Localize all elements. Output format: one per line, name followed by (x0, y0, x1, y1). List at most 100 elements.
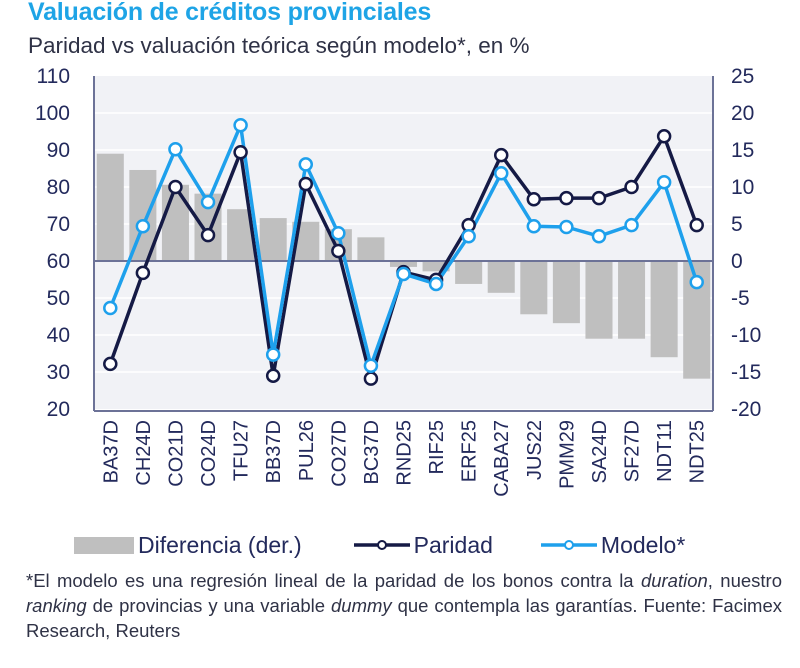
category-label: CO21D (165, 420, 187, 487)
left-tick-label: 70 (47, 213, 70, 236)
category-label: PUL26 (296, 420, 318, 481)
legend-label-modelo: Modelo* (600, 531, 686, 558)
legend-label-diferencia: Diferencia (der.) (138, 531, 302, 558)
modelo-point (298, 157, 314, 172)
modelo-point (103, 300, 118, 316)
diferencia-bar (259, 218, 287, 261)
category-label: TFU27 (231, 420, 253, 481)
category-label: RIF25 (426, 420, 448, 474)
chart-subtitle: Paridad vs valuación teórica según model… (28, 33, 530, 58)
diferencia-bar (422, 261, 450, 272)
category-label: NDT25 (687, 420, 709, 483)
diferencia-bar (650, 261, 678, 358)
category-label: PMM29 (556, 420, 578, 489)
category-label: CO27D (328, 420, 350, 487)
legend-swatch-paridad (353, 540, 410, 550)
right-tick-label: 15 (731, 139, 754, 162)
modelo-point (363, 358, 379, 373)
right-tick-label: 25 (731, 65, 754, 88)
category-label: RND25 (394, 420, 416, 486)
left-tick-label: 20 (47, 398, 70, 421)
axes (93, 76, 714, 412)
category-label: NDT11 (654, 420, 676, 482)
paridad-point (103, 356, 118, 372)
left-tick-label: 80 (47, 176, 70, 199)
category-label: SA24D (589, 420, 611, 483)
paridad-point (298, 176, 314, 192)
modelo-point (526, 218, 542, 234)
left-tick-label: 60 (47, 250, 70, 273)
category-label: BC37D (361, 420, 383, 484)
paridad-point (656, 129, 672, 144)
modelo-point (656, 174, 672, 190)
paridad-point (689, 217, 704, 233)
paridad-point (363, 371, 379, 386)
left-tick-label: 100 (35, 102, 70, 125)
footnote-em-dummy: dummy (331, 595, 392, 616)
legend-item-diferencia: Diferencia (der.) (74, 532, 302, 559)
modelo-point (689, 274, 704, 290)
right-tick-label: 0 (731, 250, 743, 273)
category-label: CH24D (133, 420, 155, 486)
modelo-point (135, 218, 151, 234)
points (103, 117, 704, 386)
diferencia-bar (552, 261, 580, 324)
right-tick-label: 5 (731, 213, 743, 236)
category-label: JUS22 (524, 420, 546, 480)
category-labels: BA37D CH24D CO21D CO24D TFU27 BB37D PUL26 CO27D… (100, 420, 708, 497)
paridad-point (526, 191, 542, 207)
category-label: CABA27 (491, 420, 513, 497)
modelo-point (624, 217, 639, 233)
footnote-text-1: *El modelo es una regresión lineal de la… (26, 570, 641, 591)
paridad-point (559, 190, 574, 206)
modelo-point (168, 142, 183, 157)
paridad-point (233, 144, 248, 160)
modelo-point (591, 228, 607, 244)
right-tick-label: -20 (731, 398, 761, 421)
diferencia-bar (161, 184, 189, 261)
diferencia-bar (520, 261, 548, 315)
diferencia-bar (389, 261, 418, 267)
paridad-point (168, 179, 183, 195)
diferencia-bar (357, 237, 385, 261)
left-tick-label: 30 (47, 361, 70, 384)
category-label: BA37D (100, 420, 122, 483)
right-axis-ticks: 25 20 15 10 5 0 -5 -10 -15 -20 (731, 65, 761, 421)
footnote-text-4: que contempla las garantías. Fuente: Fac… (26, 595, 783, 641)
category-label: ERF25 (459, 420, 481, 482)
legend-item-paridad: Paridad (352, 532, 493, 559)
footnote-text-2: , nuestro (707, 570, 782, 591)
diferencia-bar (618, 261, 646, 339)
category-label: CO24D (198, 420, 220, 487)
paridad-point (493, 147, 509, 163)
modelo-point (493, 166, 509, 181)
modelo-point (461, 228, 476, 244)
left-tick-label: 110 (37, 65, 70, 88)
right-tick-label: -5 (731, 287, 750, 310)
modelo-point (265, 347, 281, 362)
modelo-point (331, 226, 346, 241)
paridad-point (624, 179, 639, 195)
modelo-point (200, 194, 216, 210)
legend-swatch-modelo (540, 540, 597, 550)
modelo-point (233, 117, 248, 133)
paridad-point (331, 243, 346, 259)
legend-swatch-diferencia (74, 536, 134, 554)
modelo-point (428, 276, 444, 292)
modelo-point (396, 266, 411, 282)
left-tick-label: 40 (47, 324, 70, 347)
right-tick-label: -15 (731, 361, 761, 384)
paridad-point (591, 190, 607, 206)
footnote: *El modelo es una regresión lineal de la… (26, 568, 782, 643)
diferencia-bar (585, 261, 613, 339)
paridad-point (265, 368, 281, 383)
category-label: BB37D (263, 420, 285, 483)
right-tick-label: -10 (731, 324, 761, 347)
modelo-point (559, 219, 574, 235)
paridad-point (135, 265, 151, 281)
legend-label-paridad: Paridad (413, 531, 493, 558)
paridad-point (200, 227, 216, 243)
chart-title: Valuación de créditos provinciales (28, 0, 432, 26)
diferencia-bar (96, 153, 124, 261)
diferencia-bar (455, 261, 483, 284)
